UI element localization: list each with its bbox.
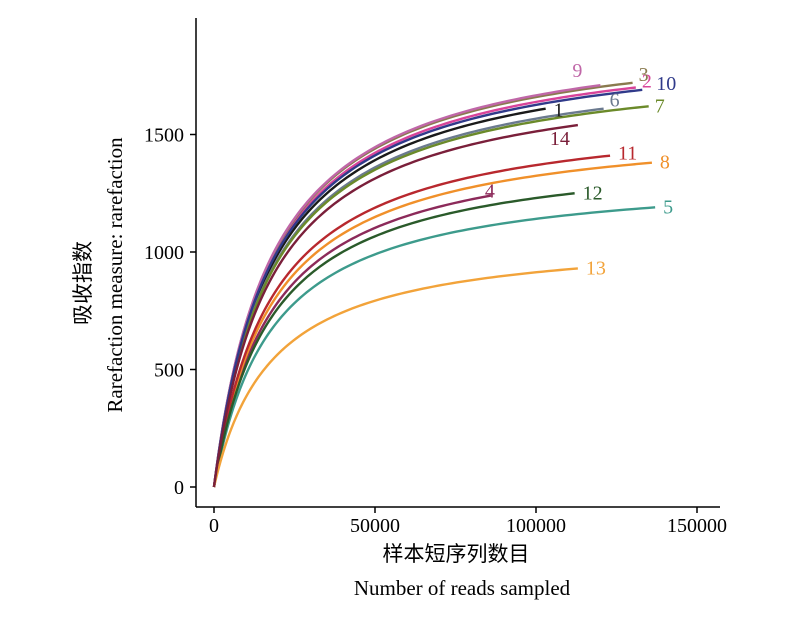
- axes: 0 500 1000 1500 0 50000 100000 150000: [144, 18, 727, 537]
- series-label-4: 4: [485, 181, 495, 203]
- series-label-13: 13: [586, 257, 606, 279]
- series-label-10: 10: [656, 73, 676, 95]
- series-label-2: 2: [642, 71, 652, 93]
- series-line-13: [212, 267, 578, 488]
- series-label-7: 7: [655, 95, 665, 117]
- series-label-12: 12: [583, 182, 603, 204]
- series-label-8: 8: [660, 152, 670, 174]
- series-line-7: [212, 105, 649, 488]
- x-tick-label: 50000: [350, 515, 400, 537]
- x-tick-label: 0: [209, 515, 219, 537]
- y-tick-label: 1500: [144, 125, 184, 147]
- x-tick-label: 150000: [667, 515, 727, 537]
- x-tick-label: 100000: [506, 515, 566, 537]
- x-axis-title-cn: 样本短序列数目: [383, 542, 530, 566]
- series-line-8: [212, 161, 653, 488]
- series-label-3: 3: [639, 64, 649, 86]
- y-tick-label: 500: [154, 360, 184, 382]
- series-line-12: [212, 192, 575, 488]
- x-axis-ticks: 0 50000 100000 150000: [209, 507, 727, 537]
- series-label-1: 1: [554, 100, 564, 122]
- y-axis-ticks: 0 500 1000 1500: [144, 125, 196, 499]
- series-label-9: 9: [572, 60, 582, 82]
- y-tick-label: 1000: [144, 242, 184, 264]
- y-tick-label: 0: [174, 477, 184, 499]
- x-axis-title-en: Number of reads sampled: [354, 576, 571, 600]
- series-line-14: [212, 123, 579, 488]
- series-label-6: 6: [610, 90, 620, 112]
- series-label-5: 5: [663, 196, 673, 218]
- series-line-11: [212, 154, 611, 488]
- y-axis-title-cn: 吸收指数: [71, 241, 95, 325]
- series-line-4: [212, 194, 492, 488]
- series-label-11: 11: [618, 143, 637, 165]
- y-axis-title-en: Rarefaction measure: rarefaction: [103, 137, 127, 413]
- series-label-14: 14: [550, 128, 570, 150]
- series-lines: [212, 81, 656, 488]
